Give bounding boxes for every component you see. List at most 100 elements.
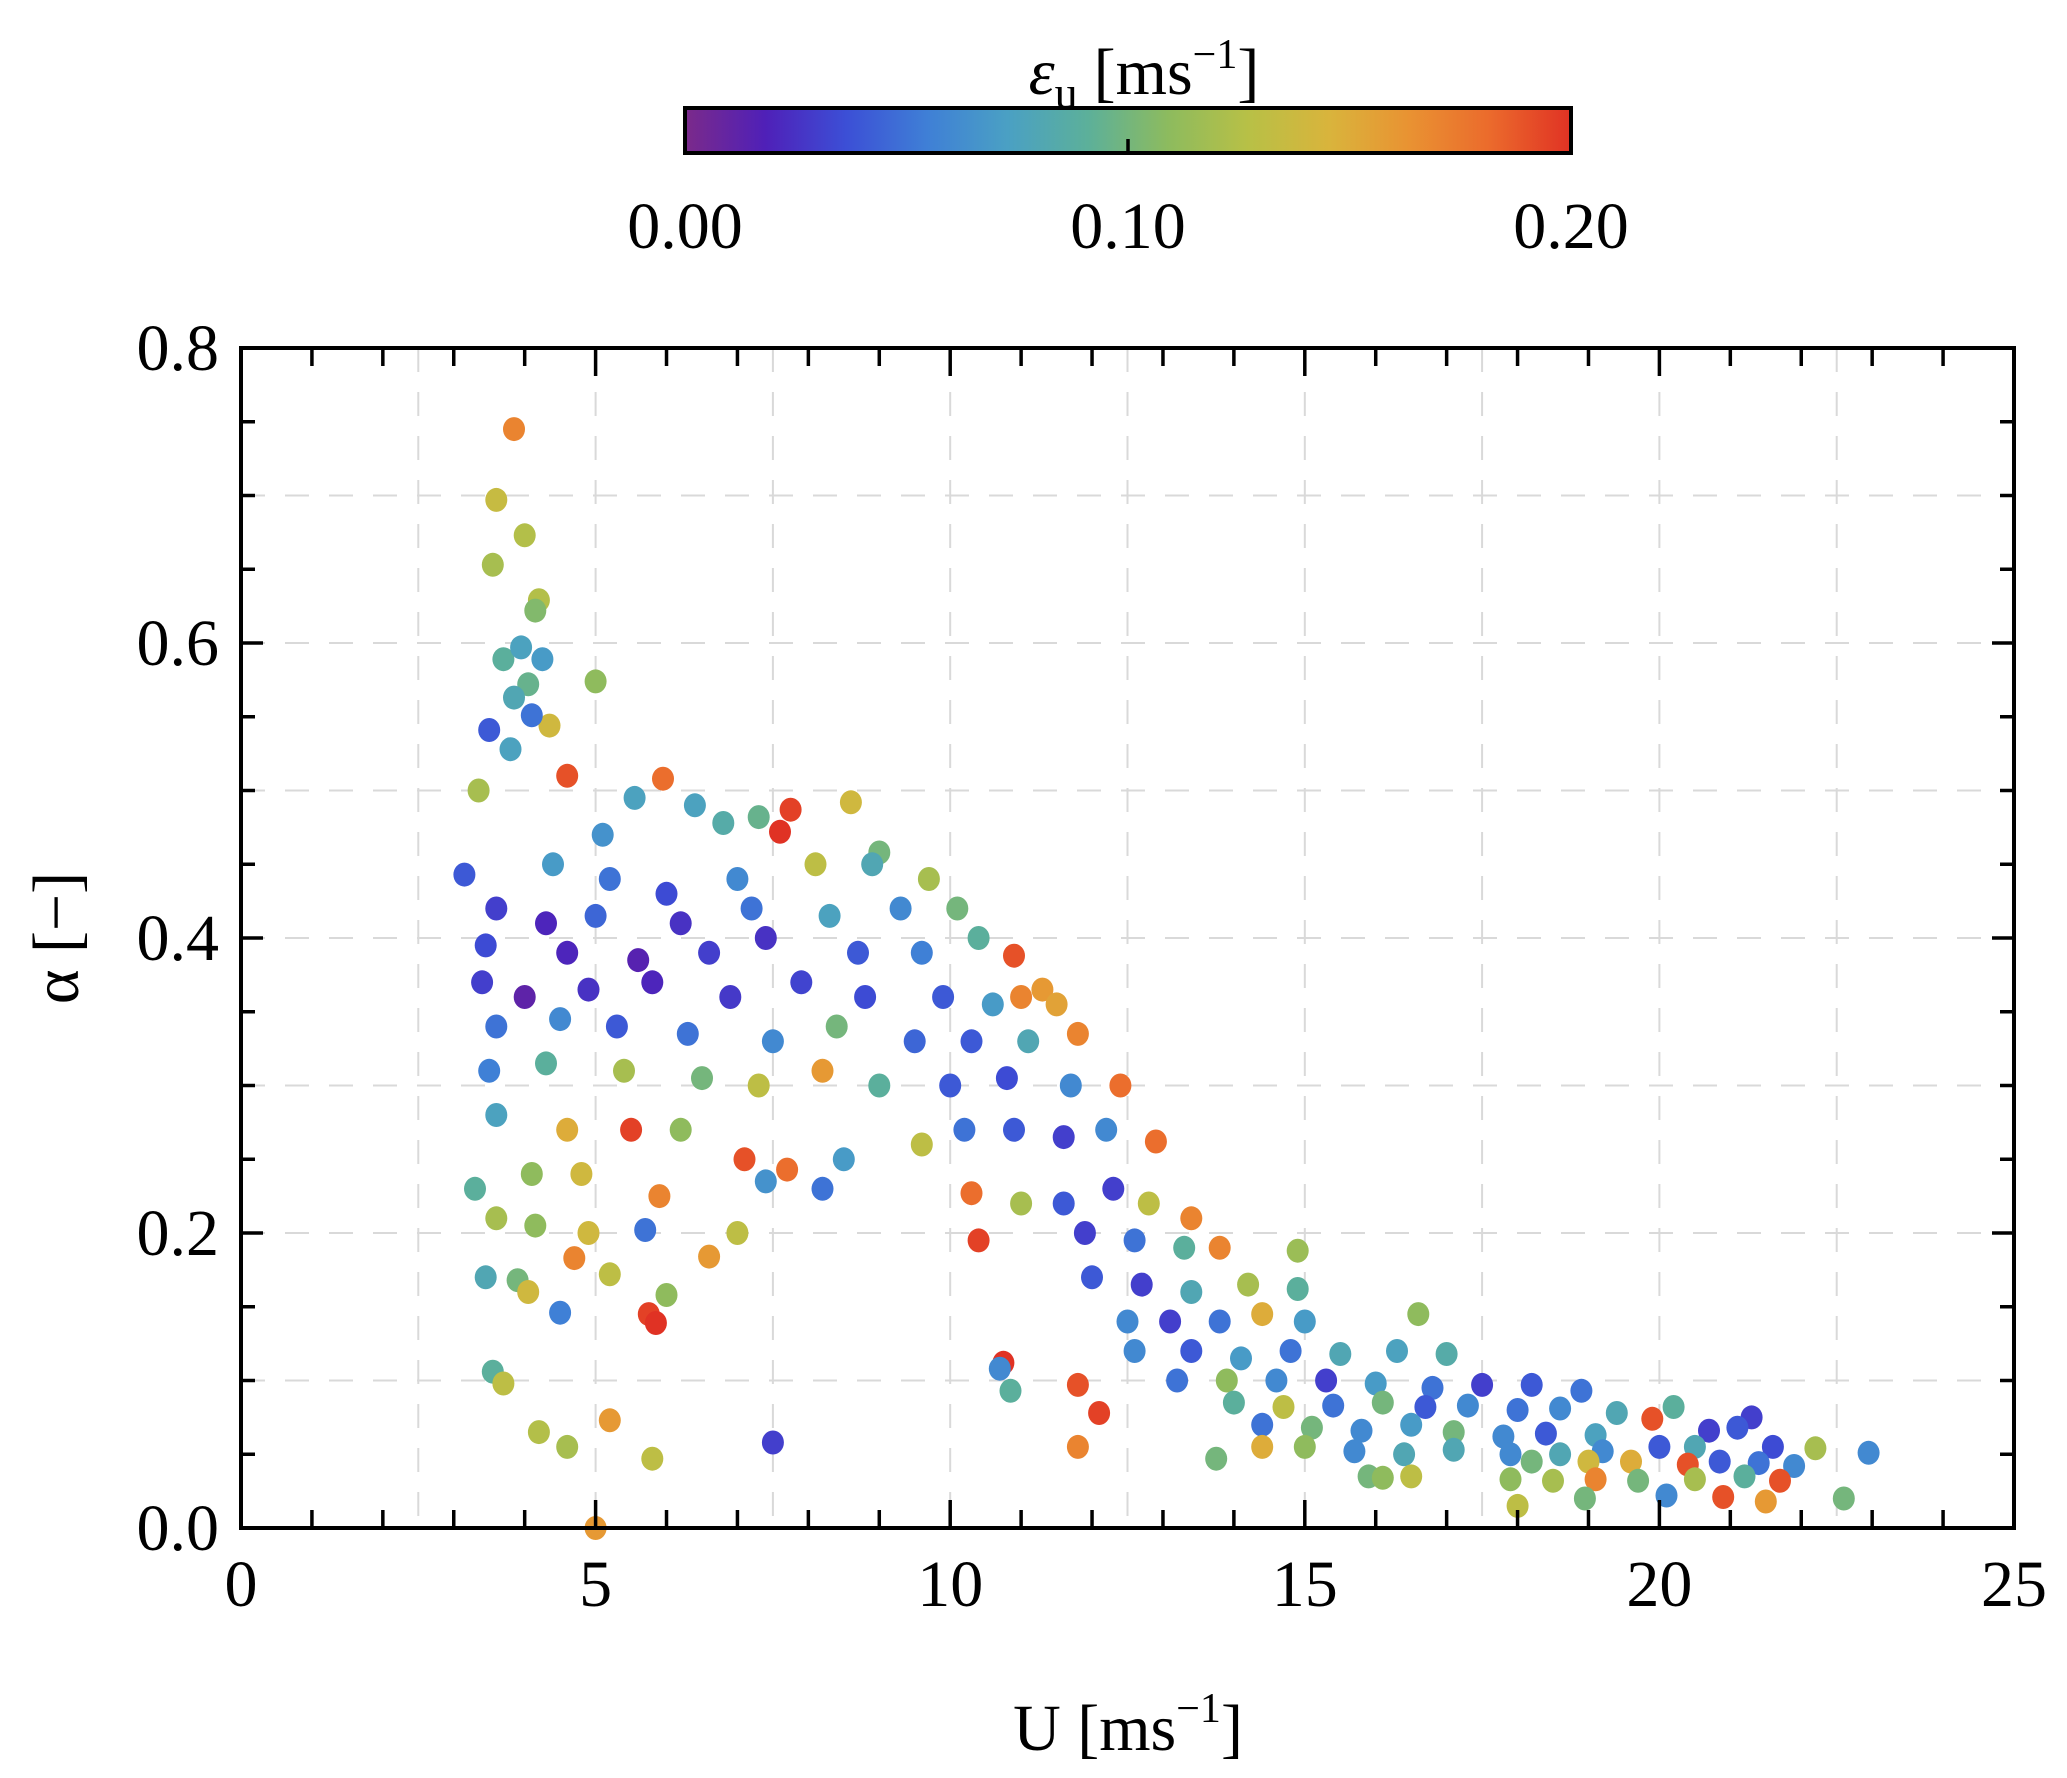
data-point	[747, 805, 770, 830]
data-point	[761, 1430, 784, 1455]
data-point	[754, 1169, 777, 1194]
data-point	[1003, 943, 1025, 968]
colorbar-label-close: ]	[1237, 36, 1259, 109]
data-point	[627, 948, 650, 973]
data-point	[598, 1408, 621, 1433]
y-tick-label: 0.0	[137, 1492, 220, 1565]
y-tick-label: 0.4	[137, 902, 220, 975]
data-point	[538, 713, 561, 738]
data-point	[967, 1228, 990, 1253]
data-point	[910, 1132, 933, 1157]
data-point	[1832, 1486, 1855, 1511]
colorbar-label-units: [ms	[1094, 36, 1193, 109]
data-point	[1400, 1464, 1423, 1489]
data-point	[1620, 1449, 1642, 1474]
data-point	[953, 1117, 976, 1142]
data-point	[1400, 1412, 1423, 1437]
data-point	[754, 926, 777, 950]
y-tick-labels: 0.0 0.2 0.4 0.6 0.8	[137, 312, 220, 1565]
data-point	[1251, 1302, 1274, 1327]
colorbar: εu [ms−1] 0.00 0.10 0.20	[627, 32, 1629, 263]
data-point	[1648, 1434, 1671, 1459]
data-point	[939, 1073, 962, 1098]
colorbar-gradient	[683, 106, 1573, 155]
data-point	[652, 766, 674, 791]
data-point	[499, 737, 522, 762]
data-point	[510, 635, 533, 660]
data-point	[542, 852, 564, 877]
data-point	[691, 1066, 713, 1091]
data-point	[1506, 1398, 1529, 1422]
data-point	[1130, 1272, 1153, 1297]
data-point	[1371, 1390, 1394, 1415]
y-tick-label: 0.8	[137, 312, 220, 385]
data-point	[1265, 1368, 1288, 1393]
data-point	[698, 940, 721, 965]
data-point	[726, 867, 749, 891]
data-point	[1371, 1465, 1394, 1490]
data-point	[946, 896, 969, 921]
data-point	[1066, 1021, 1089, 1046]
data-point	[1208, 1235, 1231, 1260]
data-point	[513, 985, 536, 1009]
data-point	[613, 1058, 635, 1083]
data-point	[1393, 1442, 1416, 1467]
data-point	[453, 862, 476, 887]
data-point	[1769, 1468, 1791, 1493]
data-points	[453, 417, 1880, 1540]
data-point	[1109, 1073, 1132, 1098]
data-point	[1251, 1412, 1274, 1437]
data-point	[1144, 1129, 1167, 1154]
data-point	[492, 647, 515, 672]
x-axis-title: U [ms−1]	[1013, 1686, 1243, 1765]
data-point	[1442, 1437, 1465, 1462]
data-point	[1173, 1235, 1196, 1260]
data-point	[1180, 1339, 1203, 1363]
data-point	[584, 669, 607, 694]
data-point	[1662, 1395, 1685, 1419]
axis-ticks	[239, 346, 2016, 1530]
data-point	[1627, 1468, 1650, 1493]
data-point	[535, 911, 557, 936]
data-point	[531, 647, 554, 672]
data-point	[556, 1117, 579, 1142]
data-point	[712, 811, 735, 835]
y-axis-title: α [−]	[20, 872, 93, 1004]
data-point	[485, 896, 508, 921]
data-point	[1180, 1280, 1203, 1304]
data-point	[726, 1221, 749, 1245]
data-point	[1045, 992, 1068, 1017]
data-point	[889, 896, 912, 921]
data-point	[570, 1162, 593, 1186]
data-point	[1804, 1436, 1827, 1461]
data-point	[839, 790, 862, 815]
data-point	[1499, 1467, 1522, 1492]
data-point	[1137, 1191, 1160, 1216]
data-point	[1272, 1395, 1295, 1419]
data-point	[995, 1066, 1018, 1091]
data-point	[1293, 1309, 1316, 1334]
data-point	[1520, 1372, 1543, 1397]
data-point	[698, 1244, 721, 1269]
data-point	[556, 763, 579, 788]
data-point	[1059, 1073, 1082, 1098]
data-point	[1003, 1117, 1025, 1142]
data-point	[1712, 1485, 1735, 1509]
data-point	[577, 1221, 600, 1245]
data-point	[1442, 1420, 1465, 1445]
data-point	[584, 903, 607, 928]
data-point	[517, 1280, 540, 1304]
data-point	[1708, 1449, 1731, 1474]
data-point	[960, 1029, 983, 1054]
data-point	[1279, 1339, 1302, 1363]
data-point	[818, 903, 841, 928]
colorbar-label: εu [ms−1]	[1029, 32, 1260, 118]
colorbar-label-symbol: ε	[1029, 36, 1055, 109]
data-point	[1286, 1277, 1309, 1301]
data-point	[1549, 1442, 1572, 1467]
x-tick-label: 20	[1626, 1548, 1692, 1621]
data-point	[1031, 977, 1054, 1002]
data-point	[1081, 1265, 1103, 1290]
data-point	[556, 1434, 579, 1459]
data-point	[1052, 1125, 1075, 1150]
